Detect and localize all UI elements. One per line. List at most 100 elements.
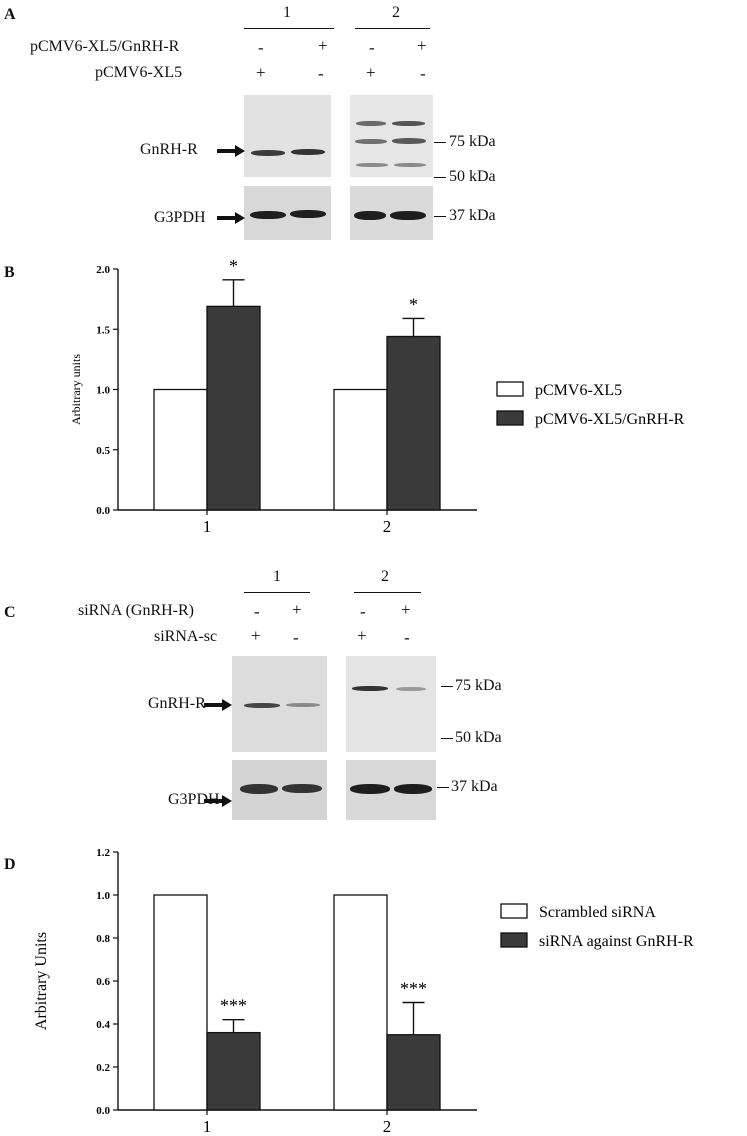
gnrh-r-blot-1: [232, 656, 327, 752]
marker-tick: [437, 787, 449, 789]
sign: -: [360, 602, 366, 621]
sign: +: [251, 626, 261, 645]
y-tick-label: 1.0: [96, 890, 110, 902]
marker-tick: [434, 216, 446, 218]
treatment-label: pCMV6-XL5/GnRH-R: [30, 38, 180, 55]
legend-label: siRNA against GnRH-R: [539, 933, 694, 950]
sign: -: [293, 628, 299, 647]
y-tick-label: 0.4: [96, 1019, 110, 1031]
panel-letter-a: A: [4, 6, 16, 23]
gnrh-r-blot-1: [244, 95, 331, 177]
marker-50kda: 50 kDa: [455, 729, 502, 746]
arrow-icon: [204, 795, 232, 807]
bar-chart-d: 0.0 0.2 0.4 0.6 0.8 1.0 1.2 Arbitrary Units 1 ***…: [33, 847, 694, 1136]
legend-label: pCMV6-XL5/GnRH-R: [535, 411, 685, 428]
arrow-icon: [204, 699, 232, 711]
y-tick-label: 0.5: [96, 445, 110, 457]
x-tick-label: 2: [383, 1117, 392, 1136]
legend-label: pCMV6-XL5: [535, 382, 622, 399]
bar: [206, 1031, 261, 1111]
y-tick-label: 1.5: [96, 324, 110, 336]
g3pdh-label: G3PDH: [168, 791, 220, 808]
arrow-icon: [217, 145, 245, 157]
sign: +: [256, 63, 266, 82]
marker-tick: [434, 142, 446, 144]
y-axis-label: Arbitrary Units: [33, 932, 50, 1030]
g3pdh-blot-2: [346, 760, 436, 820]
marker-tick: [441, 738, 453, 740]
arrow-icon: [217, 212, 245, 224]
legend-swatch: [500, 932, 528, 948]
y-axis-label: Arbitrary units: [69, 354, 83, 425]
g3pdh-blot-1: [244, 186, 331, 240]
significance-label: *: [409, 294, 418, 314]
g3pdh-blot-1: [232, 760, 327, 820]
bar: [386, 1034, 441, 1111]
y-tick-label: 0.2: [96, 1062, 110, 1074]
sign: -: [404, 628, 410, 647]
group-bracket-2: [355, 28, 430, 30]
sign: +: [318, 36, 328, 55]
group-label-1: 1: [283, 4, 291, 21]
treatment-label: siRNA (GnRH-R): [78, 602, 195, 619]
sign: -: [258, 38, 264, 57]
significance-label: *: [229, 256, 238, 276]
panel-letter-c: C: [4, 604, 16, 621]
group-bracket-1: [244, 592, 310, 594]
group-bracket-1: [244, 28, 334, 30]
marker-50kda: 50 kDa: [449, 168, 496, 185]
y-tick-label: 0.0: [96, 1105, 110, 1117]
y-tick-label: 1.0: [96, 385, 110, 397]
sign: +: [417, 36, 427, 55]
significance-label: ***: [220, 996, 247, 1016]
bar: [153, 894, 208, 1111]
marker-75kda: 75 kDa: [449, 133, 496, 150]
gnrh-r-blot-2: [346, 656, 436, 752]
gnrh-r-blot-2: [350, 95, 433, 177]
y-tick-label: 0.0: [96, 505, 110, 517]
marker-75kda: 75 kDa: [455, 677, 502, 694]
bar: [333, 894, 388, 1111]
panel-letter-d: D: [4, 856, 16, 873]
gnrh-r-label: GnRH-R: [148, 695, 206, 712]
bar-chart-b: 0.0 0.5 1.0 1.5 2.0 Arbitrary units 1 * 2 * pCMV6-…: [69, 256, 685, 536]
sign: +: [357, 626, 367, 645]
bar: [333, 388, 388, 511]
marker-37kda: 37 kDa: [451, 778, 498, 795]
sign: +: [366, 63, 376, 82]
y-tick-label: 2.0: [96, 264, 110, 276]
x-tick-label: 1: [203, 517, 212, 536]
y-tick-label: 0.6: [96, 976, 110, 988]
marker-tick: [434, 177, 446, 179]
control-label: pCMV6-XL5: [95, 64, 183, 81]
sign: -: [369, 38, 375, 57]
legend-swatch: [496, 410, 524, 426]
x-tick-label: 1: [203, 1117, 212, 1136]
group-label-2: 2: [381, 568, 389, 585]
legend-label: Scrambled siRNA: [539, 904, 656, 921]
y-tick-label: 0.8: [96, 933, 110, 945]
gnrh-r-label: GnRH-R: [140, 141, 198, 158]
group-label-1: 1: [273, 568, 281, 585]
sign: -: [254, 602, 260, 621]
marker-tick: [441, 686, 453, 688]
panel-letter-b: B: [4, 264, 15, 281]
g3pdh-label: G3PDH: [154, 209, 206, 226]
legend-swatch: [500, 903, 528, 919]
g3pdh-blot-2: [350, 186, 433, 240]
sign: -: [420, 64, 426, 83]
bar: [206, 305, 261, 511]
bar: [153, 388, 208, 511]
marker-37kda: 37 kDa: [449, 207, 496, 224]
control-label: siRNA-sc: [154, 628, 218, 645]
y-tick-label: 1.2: [96, 847, 110, 859]
sign: +: [292, 600, 302, 619]
sign: +: [401, 600, 411, 619]
bar: [386, 335, 441, 511]
significance-label: ***: [400, 979, 427, 999]
x-tick-label: 2: [383, 517, 392, 536]
group-bracket-2: [354, 592, 421, 594]
legend-swatch: [496, 381, 524, 397]
sign: -: [318, 64, 324, 83]
group-label-2: 2: [392, 4, 400, 21]
